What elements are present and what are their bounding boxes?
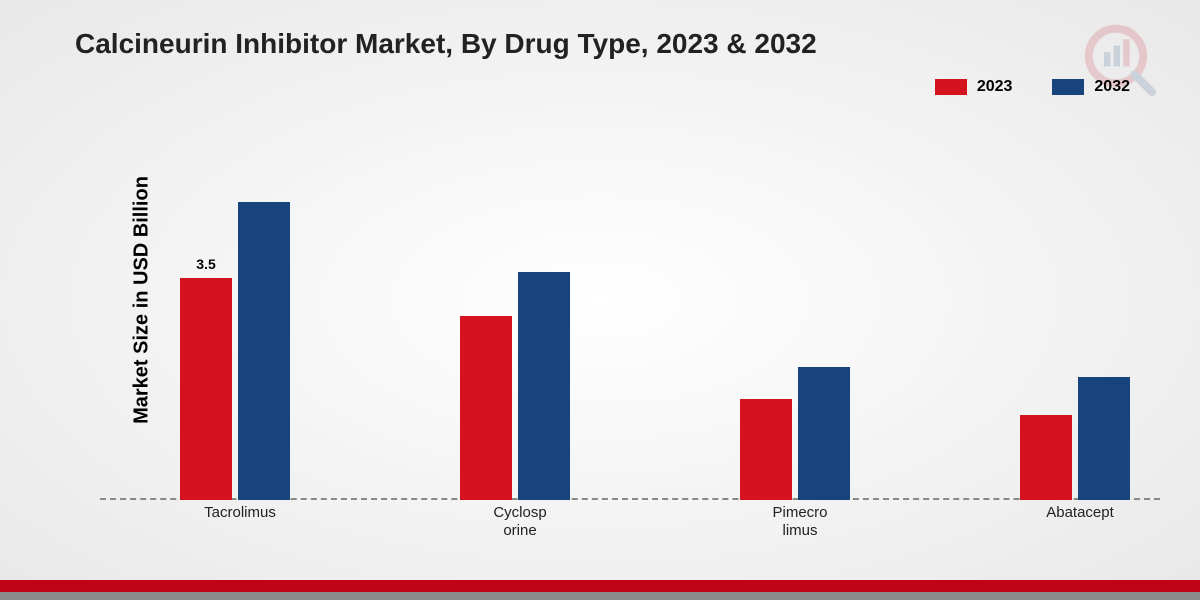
x-tick-label: Tacrolimus bbox=[180, 504, 300, 522]
swatch-2032 bbox=[1052, 79, 1084, 95]
footer-red-stripe bbox=[0, 580, 1200, 592]
bar-group bbox=[1020, 377, 1140, 501]
x-tick-label: Abatacept bbox=[1020, 504, 1140, 522]
footer-grey-stripe bbox=[0, 592, 1200, 600]
legend-item-2032: 2032 bbox=[1052, 78, 1130, 96]
legend: 2023 2032 bbox=[935, 78, 1130, 96]
bar-group bbox=[460, 272, 580, 500]
footer-bar bbox=[0, 580, 1200, 600]
legend-label-2023: 2023 bbox=[977, 78, 1013, 96]
legend-label-2032: 2032 bbox=[1094, 78, 1130, 96]
x-axis-labels: Tacrolimus Cyclosporine Pimecrolimus Abatac… bbox=[100, 504, 1160, 554]
bar-2032 bbox=[798, 367, 850, 500]
swatch-2023 bbox=[935, 79, 967, 95]
legend-item-2023: 2023 bbox=[935, 78, 1013, 96]
bar-2023 bbox=[460, 316, 512, 500]
bar-2032 bbox=[238, 202, 290, 500]
bar-2023: 3.5 bbox=[180, 278, 232, 500]
chart-title: Calcineurin Inhibitor Market, By Drug Ty… bbox=[75, 28, 817, 60]
bar-value-label: 3.5 bbox=[196, 256, 215, 272]
bar-2032 bbox=[518, 272, 570, 500]
bar-group: 3.5 bbox=[180, 202, 300, 500]
x-tick-label: Cyclosporine bbox=[460, 504, 580, 540]
bar-2023 bbox=[1020, 415, 1072, 501]
bar-group bbox=[740, 367, 860, 500]
x-tick-label: Pimecrolimus bbox=[740, 504, 860, 540]
plot-area: 3.5 bbox=[100, 120, 1160, 500]
bar-2032 bbox=[1078, 377, 1130, 501]
bar-2023 bbox=[740, 399, 792, 500]
